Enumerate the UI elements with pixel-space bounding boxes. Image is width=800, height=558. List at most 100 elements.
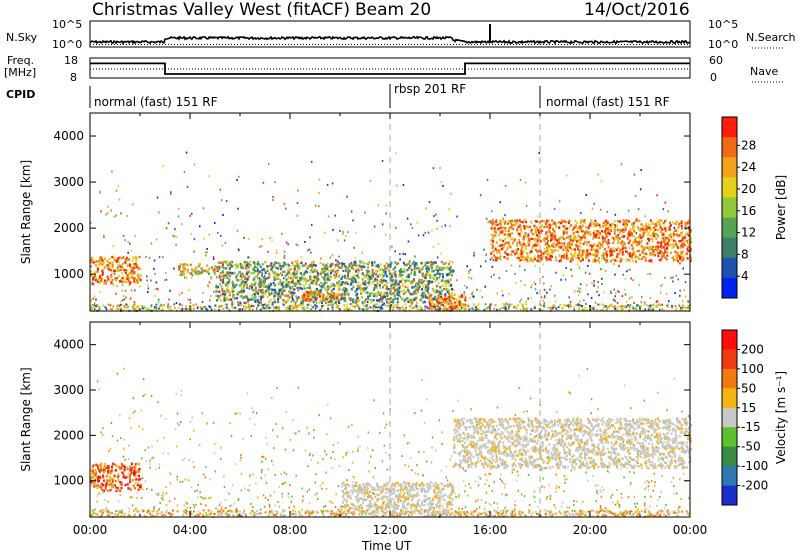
power-region-pixel [415,289,417,291]
power-pixel [570,306,572,308]
power-region-pixel [677,235,679,237]
power-pixel [224,304,226,306]
power-region-pixel [292,287,294,289]
power-region-pixel [408,262,410,264]
power-region-pixel [344,265,346,267]
power-region-pixel [403,293,405,295]
power-region-pixel [580,238,582,240]
velocity-pixel [617,502,619,504]
power-pixel [134,301,136,303]
power-region-pixel [547,235,549,237]
power-region-pixel [269,265,271,267]
power-pixel [318,192,320,194]
velocity-pixel [145,449,147,451]
velocity-pixel [215,507,217,509]
power-pixel [117,304,119,306]
power-pixel [472,291,474,293]
power-region-pixel [430,261,432,263]
power-region-pixel [372,269,374,271]
power-region-pixel [649,234,651,236]
power-pixel [544,302,546,304]
power-pixel [120,307,122,309]
power-region-pixel [530,250,532,252]
power-pixel [193,308,195,310]
power-pixel [332,182,334,184]
power-region-pixel [327,285,329,287]
power-pixel [94,295,96,297]
power-region-pixel [434,280,436,282]
velocity-pixel [503,512,505,514]
power-region-pixel [422,285,424,287]
power-pixel [473,252,475,254]
power-pixel [566,267,568,269]
power-region-pixel [664,251,666,253]
power-pixel [272,271,274,273]
power-pixel [168,303,170,305]
velocity-pixel [411,469,413,471]
power-region-pixel [398,291,400,293]
power-region-pixel [407,301,409,303]
power-region-pixel [349,297,351,299]
velocity-pixel [134,410,136,412]
power-region-pixel [519,242,521,244]
power-region-pixel [301,288,303,290]
power-region-pixel [99,258,101,260]
power-region-pixel [391,280,393,282]
power-pixel [387,305,389,307]
power-region-pixel [623,231,625,233]
velocity-pixel [390,408,392,410]
power-region-pixel [617,239,619,241]
power-region-pixel [404,300,406,302]
power-region-pixel [500,239,502,241]
power-pixel [145,256,147,258]
velocity-pixel [317,498,319,500]
power-region-pixel [572,240,574,242]
power-region-pixel [420,298,422,300]
velocity-pixel [139,425,141,427]
power-pixel [480,194,482,196]
power-region-pixel [257,270,259,272]
power-region-pixel [679,255,681,257]
power-region-pixel [576,227,578,229]
power-region-pixel [347,275,349,277]
power-region-pixel [261,275,263,277]
velocity-pixel [323,506,325,508]
power-region-pixel [558,246,560,248]
power-region-pixel [294,265,296,267]
power-region-pixel [516,222,518,224]
power-region-pixel [310,289,312,291]
velocity-pixel [199,444,201,446]
power-pixel [519,301,521,303]
power-region-pixel [648,223,650,225]
power-region-pixel [534,227,536,229]
power-region-pixel [527,241,529,243]
power-region-pixel [314,268,316,270]
power-pixel [470,269,472,271]
power-region-pixel [459,301,461,303]
velocity-pixel [480,460,482,462]
velocity-pixel [397,490,399,492]
power-region-pixel [387,267,389,269]
power-pixel [468,308,470,310]
power-region-pixel [279,290,281,292]
power-pixel [482,296,484,298]
velocity-pixel [302,495,304,497]
power-pixel [598,304,600,306]
power-region-pixel [458,296,460,298]
power-region-pixel [321,285,323,287]
power-pixel [202,292,204,294]
velocity-pixel [129,465,131,467]
power-pixel [584,307,586,309]
power-pixel [345,308,347,310]
power-region-pixel [492,236,494,238]
power-region-pixel [497,228,499,230]
power-region-pixel [659,259,661,261]
power-region-pixel [247,276,249,278]
power-region-pixel [236,275,238,277]
power-pixel [221,276,223,278]
power-pixel [118,185,120,187]
power-region-pixel [308,300,310,302]
power-region-pixel [436,285,438,287]
power-region-pixel [675,240,677,242]
velocity-pixel [295,433,297,435]
